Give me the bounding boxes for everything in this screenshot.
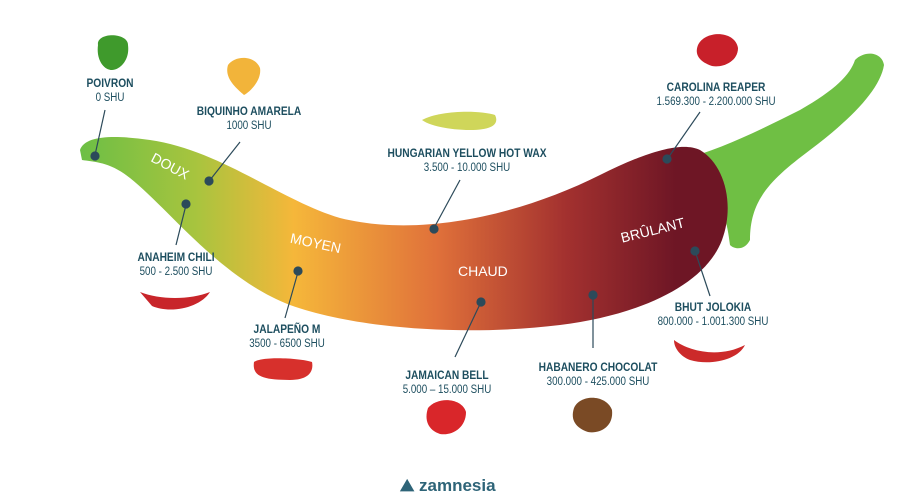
pepper-name: CAROLINA REAPER bbox=[666, 80, 766, 94]
chili-stem bbox=[680, 53, 884, 249]
pepper-shu: 1.569.300 - 2.200.000 SHU bbox=[656, 96, 776, 108]
yellow-biquinho-icon bbox=[227, 57, 261, 95]
pepper-label-hungarian: HUNGARIAN YELLOW HOT WAX 3.500 - 10.000 S… bbox=[373, 146, 560, 176]
bhut-jolokia-icon bbox=[674, 340, 745, 363]
pepper-shu: 300.000 - 425.000 SHU bbox=[546, 376, 650, 388]
carolina-reaper-icon bbox=[696, 34, 738, 67]
logo-icon: ⛰ bbox=[400, 476, 420, 495]
pepper-label-bhut-jolokia: BHUT JOLOKIA 800.000 - 1.001.300 SHU bbox=[648, 300, 778, 330]
hot-wax-pepper-icon bbox=[422, 111, 497, 130]
pepper-name: ANAHEIM CHILI bbox=[137, 250, 215, 264]
pepper-shu: 1000 SHU bbox=[226, 120, 272, 132]
zone-label-chaud: CHAUD bbox=[458, 263, 508, 279]
pepper-label-anaheim: ANAHEIM CHILI 500 - 2.500 SHU bbox=[131, 250, 222, 280]
pepper-label-jamaican-bell: JAMAICAN BELL 5.000 – 15.000 SHU bbox=[395, 368, 499, 398]
pepper-name: HABANERO CHOCOLAT bbox=[538, 360, 658, 374]
anaheim-chili-icon bbox=[140, 292, 210, 310]
jamaican-bell-icon bbox=[426, 400, 466, 435]
pepper-name: POIVRON bbox=[86, 76, 134, 90]
green-bell-pepper-icon bbox=[97, 35, 129, 70]
chili-body bbox=[80, 137, 728, 331]
pepper-name: BHUT JOLOKIA bbox=[674, 300, 752, 314]
pepper-label-carolina-reaper: CAROLINA REAPER 1.569.300 - 2.200.000 SHU bbox=[646, 80, 786, 110]
pepper-shu: 800.000 - 1.001.300 SHU bbox=[657, 316, 769, 328]
pepper-name: JAMAICAN BELL bbox=[405, 368, 489, 382]
pepper-name: HUNGARIAN YELLOW HOT WAX bbox=[387, 146, 547, 160]
pepper-shu: 0 SHU bbox=[95, 92, 125, 104]
pepper-name: JALAPEÑO M bbox=[253, 322, 321, 336]
zamnesia-logo: ⛰ zamnesia bbox=[400, 476, 496, 496]
pepper-illustrations bbox=[97, 34, 745, 435]
callout-lines bbox=[90, 109, 711, 358]
pepper-shu: 5.000 – 15.000 SHU bbox=[402, 384, 492, 396]
jalapeno-icon bbox=[253, 358, 313, 380]
pepper-shu: 3500 - 6500 SHU bbox=[249, 338, 325, 350]
habanero-chocolat-icon bbox=[572, 397, 613, 433]
pepper-label-poivron: POIVRON 0 SHU bbox=[82, 76, 137, 106]
pepper-shu: 500 - 2.500 SHU bbox=[139, 266, 213, 278]
pepper-name: BIQUINHO AMARELA bbox=[196, 104, 302, 118]
logo-text: zamnesia bbox=[419, 476, 496, 495]
pepper-label-biquinho: BIQUINHO AMARELA 1000 SHU bbox=[188, 104, 311, 134]
pepper-label-jalapeno: JALAPEÑO M 3500 - 6500 SHU bbox=[243, 322, 332, 352]
pepper-shu: 3.500 - 10.000 SHU bbox=[423, 162, 511, 174]
pepper-label-habanero-chocolat: HABANERO CHOCOLAT 300.000 - 425.000 SHU bbox=[528, 360, 668, 390]
